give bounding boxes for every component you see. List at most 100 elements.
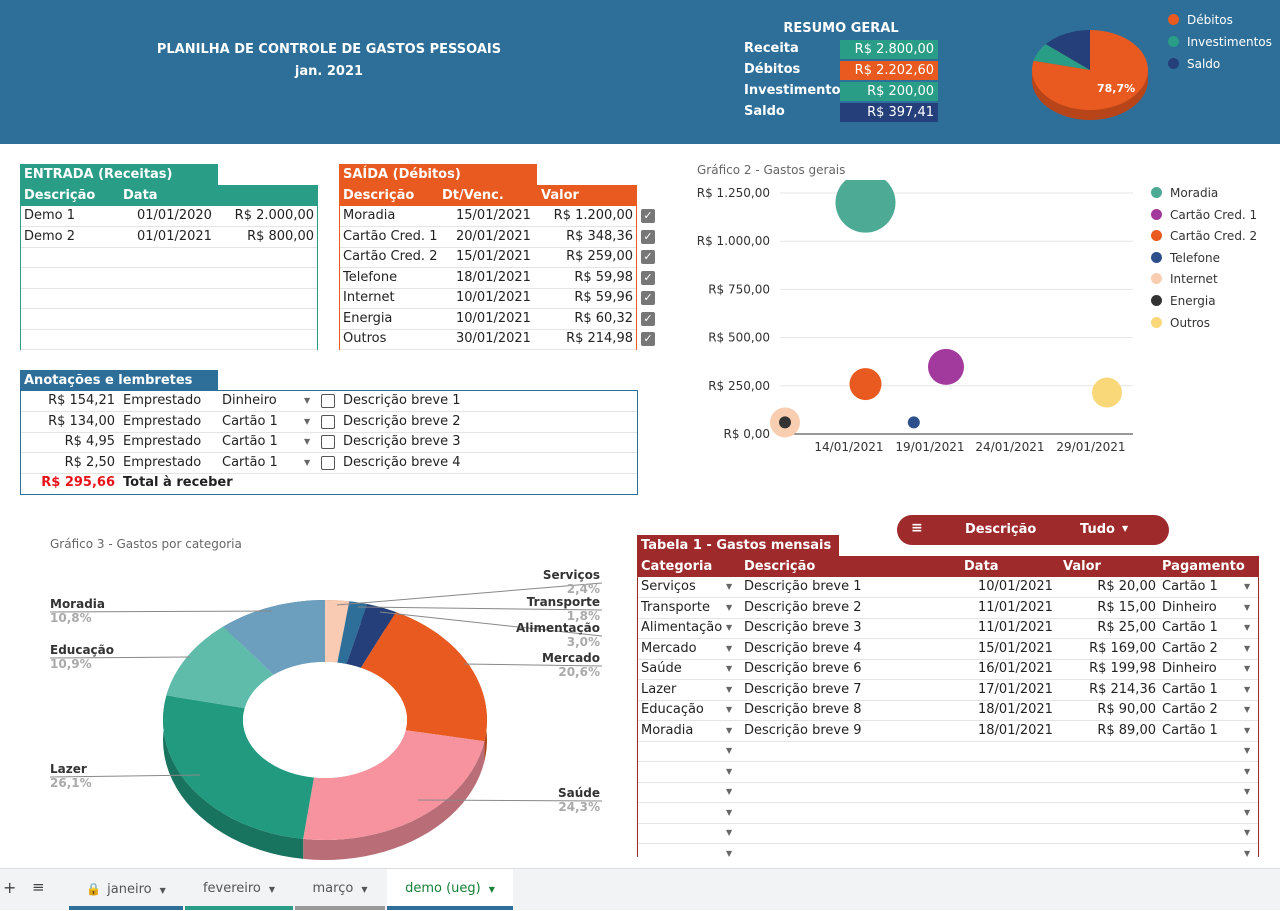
tabela-desc: Descrição breve 3	[744, 620, 862, 635]
dropdown-caret-icon[interactable]: ▼	[304, 396, 311, 405]
category-dropdown-icon[interactable]: ▼	[726, 602, 733, 612]
saida-value: R$ 259,00	[566, 249, 633, 264]
donut-slice-educacao[interactable]	[166, 626, 274, 709]
chart3-donut-chart: Serviços2,4%Transporte1,8%Alimentação3,0…	[49, 568, 603, 860]
payment-dropdown-icon[interactable]: ▼	[1244, 582, 1251, 591]
paid-checkbox[interactable]: ✓	[641, 270, 655, 285]
legend-dot-icon	[1168, 58, 1179, 69]
category-dropdown-icon[interactable]: ▼	[726, 623, 733, 632]
donut-slice-alimentacao[interactable]	[346, 604, 396, 668]
payment-dropdown-icon[interactable]: ▼	[1244, 643, 1251, 653]
category-dropdown-icon[interactable]: ▼	[726, 766, 733, 776]
payment-dropdown-icon[interactable]: ▼	[1244, 746, 1251, 755]
tabela-value: R$ 169,00	[1089, 640, 1156, 656]
bubble-cart-o-cred-1[interactable]	[928, 348, 964, 385]
chevron-down-icon: ▼	[488, 885, 495, 894]
sheet-tab-1[interactable]: fevereiro ▼	[185, 869, 293, 910]
bubble-moradia[interactable]	[835, 180, 896, 233]
donut-slice-moradia[interactable]	[223, 600, 325, 675]
lock-icon: 🔒	[86, 882, 102, 896]
category-dropdown-icon[interactable]: ▼	[726, 746, 733, 755]
donut-slice-transporte[interactable]	[337, 601, 368, 665]
category-dropdown-icon[interactable]: ▼	[726, 787, 733, 796]
paid-checkbox[interactable]: ✓	[641, 229, 655, 244]
category-dropdown-icon[interactable]: ▼	[726, 684, 733, 694]
reminder-checkbox[interactable]	[321, 435, 335, 449]
chart2-legend-item: Telefone	[1151, 251, 1220, 265]
bubble-telefone[interactable]	[907, 416, 920, 429]
anotacoes-title: Anotações e lembretes	[20, 370, 218, 391]
payment-dropdown-icon[interactable]: ▼	[1244, 664, 1251, 673]
donut-pct: 3,0%	[567, 635, 600, 649]
dropdown-caret-icon[interactable]: ▼	[304, 416, 311, 426]
sheet-tab-color-bar	[69, 906, 183, 910]
category-dropdown-icon[interactable]: ▼	[726, 725, 733, 735]
dropdown-caret-icon[interactable]: ▼	[304, 437, 311, 446]
bubble-cart-o-cred-2[interactable]	[849, 368, 882, 401]
category-dropdown-icon[interactable]: ▼	[726, 664, 733, 673]
category-dropdown-icon[interactable]: ▼	[726, 807, 733, 817]
category-dropdown-icon[interactable]: ▼	[726, 848, 733, 858]
paid-checkbox[interactable]: ✓	[641, 250, 655, 264]
saida-row: Telefone 18/01/2021 R$ 59,98	[340, 268, 636, 289]
sheet-tab-2[interactable]: março ▼	[295, 869, 385, 910]
category-dropdown-icon[interactable]: ▼	[726, 828, 733, 837]
tabela-value: R$ 89,00	[1097, 722, 1156, 738]
bubble-energia[interactable]	[779, 416, 791, 429]
anotacao-method: Dinheiro	[222, 393, 277, 408]
saida-row: Cartão Cred. 2 15/01/2021 R$ 259,00	[340, 247, 636, 268]
donut-leader-line	[463, 663, 603, 667]
chart2-legend-item: Internet	[1151, 272, 1218, 286]
tabela-value: R$ 25,00	[1097, 620, 1156, 635]
bubble-outros[interactable]	[1092, 377, 1122, 408]
saida-title: SAÍDA (Débitos)	[339, 164, 537, 185]
category-dropdown-icon[interactable]: ▼	[726, 705, 733, 714]
tabela-header-value: Valor	[1063, 559, 1101, 574]
paid-checkbox[interactable]: ✓	[641, 311, 655, 326]
resumo-value: R$ 2.800,00	[840, 40, 938, 59]
all-sheets-icon[interactable]: ≡	[32, 878, 45, 896]
filter-chip[interactable]: ≡ Descrição Tudo ▼	[897, 515, 1169, 545]
tabela-header-row: Categoria Descrição Data Valor Pagamento	[637, 556, 1259, 577]
saida-table: SAÍDA (Débitos) Descrição Dt/Venc. Valor…	[339, 164, 659, 350]
legend-item: Saldo	[1168, 57, 1220, 71]
dropdown-caret-icon[interactable]: ▼	[304, 457, 311, 467]
paid-checkbox[interactable]: ✓	[641, 332, 655, 346]
category-dropdown-icon[interactable]: ▼	[726, 582, 733, 591]
legend-dot-icon	[1151, 273, 1162, 285]
reminder-checkbox[interactable]	[321, 414, 335, 429]
payment-dropdown-icon[interactable]: ▼	[1244, 705, 1251, 714]
tabela-pay: Cartão 1	[1162, 620, 1218, 635]
donut-slice-servicos[interactable]	[325, 600, 350, 663]
payment-dropdown-icon[interactable]: ▼	[1244, 623, 1251, 632]
payment-dropdown-icon[interactable]: ▼	[1244, 684, 1251, 694]
payment-dropdown-icon[interactable]: ▼	[1244, 828, 1251, 837]
reminder-checkbox[interactable]	[321, 455, 335, 470]
paid-checkbox[interactable]: ✓	[641, 209, 655, 223]
payment-dropdown-icon[interactable]: ▼	[1244, 807, 1251, 817]
filter-value[interactable]: Tudo	[1080, 522, 1115, 537]
pie-slice	[1045, 30, 1090, 70]
add-sheet-icon[interactable]: +	[3, 878, 17, 897]
donut-slice-lazer[interactable]	[163, 695, 314, 839]
tabela-value: R$ 214,36	[1089, 681, 1156, 697]
tabela-date: 18/01/2021	[978, 722, 1053, 738]
payment-dropdown-icon[interactable]: ▼	[1244, 848, 1251, 858]
donut-slice-saude[interactable]	[303, 730, 485, 840]
reminder-checkbox[interactable]	[321, 394, 335, 408]
payment-dropdown-icon[interactable]: ▼	[1244, 787, 1251, 796]
payment-dropdown-icon[interactable]: ▼	[1244, 766, 1251, 776]
category-dropdown-icon[interactable]: ▼	[726, 643, 733, 653]
donut-slice-mercado[interactable]	[360, 612, 487, 742]
paid-checkbox[interactable]: ✓	[641, 291, 655, 305]
donut-pct: 10,9%	[50, 657, 92, 671]
filter-dropdown-icon[interactable]: ▼	[1122, 524, 1129, 533]
anotacao-row: R$ 154,21 Emprestado Dinheiro ▼ Descrição br…	[21, 391, 637, 412]
payment-dropdown-icon[interactable]: ▼	[1244, 602, 1251, 612]
sheet-tab-0[interactable]: 🔒 janeiro ▼	[69, 869, 183, 910]
sheet-tab-3[interactable]: demo (ueg) ▼	[387, 869, 513, 910]
tabela-cat: Mercado	[641, 640, 697, 656]
payment-dropdown-icon[interactable]: ▼	[1244, 725, 1251, 735]
chart2-legend-label: Energia	[1170, 294, 1216, 308]
sheet-tab-label: janeiro	[107, 882, 152, 897]
